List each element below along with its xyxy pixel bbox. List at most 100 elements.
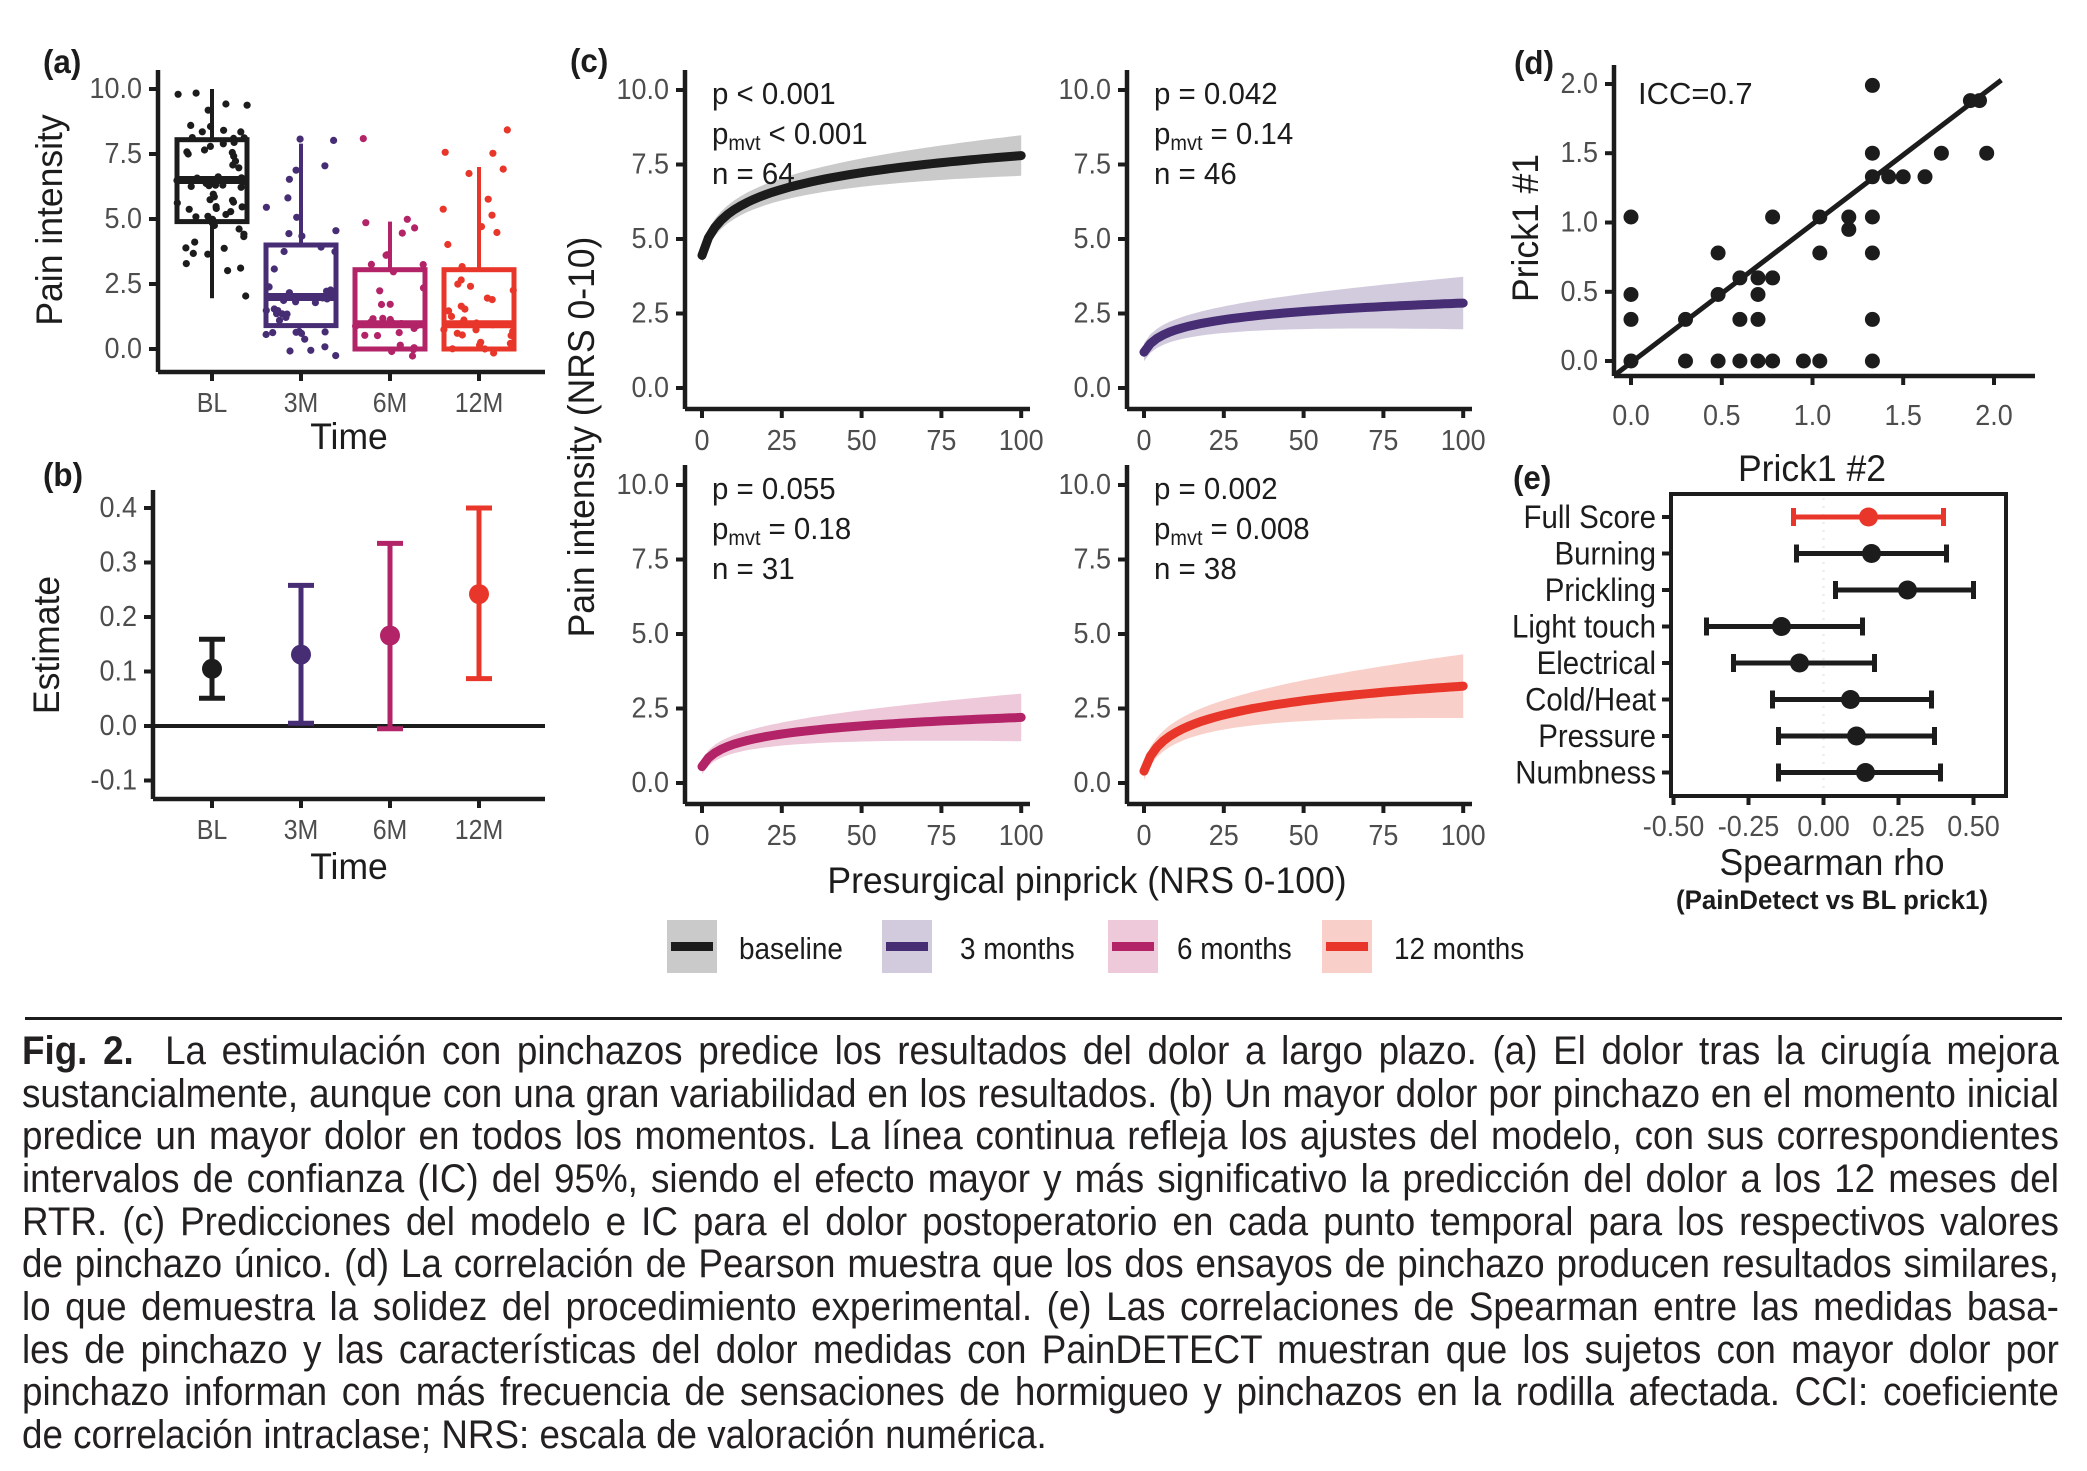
svg-text:Prickling: Prickling [1545, 572, 1656, 608]
svg-text:Pain intensity (NRS 0-10): Pain intensity (NRS 0-10) [561, 237, 602, 638]
svg-text:0: 0 [695, 820, 710, 852]
svg-text:50: 50 [1289, 820, 1319, 852]
svg-text:0.5: 0.5 [1561, 276, 1599, 308]
svg-text:100: 100 [999, 425, 1044, 457]
svg-text:0.1: 0.1 [100, 656, 138, 688]
svg-text:0.5: 0.5 [1703, 400, 1741, 432]
svg-text:= 0.18: = 0.18 [769, 511, 852, 546]
svg-text:ICC=0.7: ICC=0.7 [1638, 76, 1753, 111]
svg-text:Full Score: Full Score [1524, 499, 1657, 535]
svg-text:0.0: 0.0 [1074, 372, 1112, 404]
svg-text:6M: 6M [373, 387, 408, 418]
svg-text:BL: BL [197, 387, 228, 418]
svg-text:0.0: 0.0 [1074, 767, 1112, 799]
svg-text:7.5: 7.5 [1074, 149, 1112, 181]
svg-text:12M: 12M [455, 814, 504, 845]
svg-text:p = 0.042: p = 0.042 [1154, 76, 1278, 111]
svg-text:p = 0.002: p = 0.002 [1154, 471, 1278, 506]
svg-text:7.5: 7.5 [632, 544, 670, 576]
svg-text:3M: 3M [284, 814, 319, 845]
svg-text:Pain intensity: Pain intensity [29, 114, 70, 326]
svg-text:n = 46: n = 46 [1154, 156, 1237, 191]
svg-text:25: 25 [767, 820, 797, 852]
svg-text:baseline: baseline [739, 931, 843, 966]
svg-text:Light touch: Light touch [1512, 609, 1656, 645]
svg-text:0.0: 0.0 [1612, 400, 1650, 432]
svg-text:0: 0 [1137, 425, 1152, 457]
svg-text:Presurgical pinprick (NRS 0-10: Presurgical pinprick (NRS 0-100) [827, 860, 1346, 901]
svg-text:mvt: mvt [1170, 527, 1202, 550]
svg-text:50: 50 [847, 820, 877, 852]
svg-text:BL: BL [197, 814, 228, 845]
svg-text:1.5: 1.5 [1561, 137, 1599, 169]
svg-text:7.5: 7.5 [1074, 544, 1112, 576]
svg-text:2.5: 2.5 [632, 298, 670, 330]
svg-text:0.4: 0.4 [100, 492, 138, 524]
svg-text:p: p [712, 511, 728, 546]
svg-text:(c): (c) [570, 42, 608, 79]
svg-text:0.0: 0.0 [632, 372, 670, 404]
svg-text:0: 0 [695, 425, 710, 457]
svg-text:0.0: 0.0 [632, 767, 670, 799]
svg-text:n = 31: n = 31 [712, 551, 795, 586]
svg-text:Burning: Burning [1555, 536, 1657, 572]
svg-text:-0.1: -0.1 [91, 765, 138, 797]
svg-text:2.5: 2.5 [1074, 693, 1112, 725]
svg-text:Time: Time [310, 846, 388, 887]
svg-text:p: p [1154, 116, 1170, 151]
svg-text:p < 0.001: p < 0.001 [712, 76, 836, 111]
svg-text:(e): (e) [1513, 459, 1551, 496]
svg-text:100: 100 [1441, 425, 1486, 457]
svg-text:(a): (a) [43, 43, 81, 80]
svg-text:7.5: 7.5 [105, 138, 143, 170]
svg-text:Prick1 #1: Prick1 #1 [1505, 154, 1546, 302]
svg-text:p: p [712, 116, 728, 151]
svg-text:Numbness: Numbness [1515, 755, 1656, 791]
svg-text:-0.25: -0.25 [1718, 811, 1780, 843]
svg-text:0.25: 0.25 [1872, 811, 1925, 843]
svg-text:2.0: 2.0 [1561, 68, 1599, 100]
svg-text:n = 38: n = 38 [1154, 551, 1237, 586]
svg-text:10.0: 10.0 [90, 73, 143, 105]
svg-text:(d): (d) [1514, 44, 1554, 81]
svg-text:1.0: 1.0 [1561, 207, 1599, 239]
svg-text:mvt: mvt [728, 132, 760, 155]
svg-text:5.0: 5.0 [1074, 618, 1112, 650]
svg-text:Electrical: Electrical [1537, 645, 1656, 681]
svg-text:0.0: 0.0 [100, 710, 138, 742]
svg-text:3 months: 3 months [960, 931, 1075, 966]
svg-text:p = 0.055: p = 0.055 [712, 471, 836, 506]
svg-text:0.2: 0.2 [100, 601, 138, 633]
svg-text:75: 75 [1368, 425, 1398, 457]
svg-text:10.0: 10.0 [617, 74, 670, 106]
svg-text:50: 50 [847, 425, 877, 457]
svg-text:2.5: 2.5 [632, 693, 670, 725]
svg-text:mvt: mvt [1170, 132, 1202, 155]
svg-text:100: 100 [1441, 820, 1486, 852]
svg-text:< 0.001: < 0.001 [769, 116, 868, 151]
svg-text:0.0: 0.0 [1561, 345, 1599, 377]
svg-text:2.5: 2.5 [1074, 298, 1112, 330]
svg-text:Spearman rho: Spearman rho [1719, 842, 1944, 883]
svg-text:1.5: 1.5 [1884, 400, 1922, 432]
svg-text:75: 75 [926, 425, 956, 457]
svg-text:75: 75 [1368, 820, 1398, 852]
svg-text:p: p [1154, 511, 1170, 546]
svg-text:(b): (b) [43, 456, 83, 493]
svg-text:75: 75 [926, 820, 956, 852]
svg-text:3M: 3M [284, 387, 319, 418]
svg-text:2.0: 2.0 [1975, 400, 2013, 432]
svg-text:25: 25 [1209, 425, 1239, 457]
svg-text:(PainDetect vs BL prick1): (PainDetect vs BL prick1) [1676, 885, 1988, 915]
svg-text:5.0: 5.0 [632, 618, 670, 650]
svg-text:0.00: 0.00 [1797, 811, 1850, 843]
svg-text:Time: Time [310, 416, 388, 457]
svg-text:Cold/Heat: Cold/Heat [1525, 682, 1656, 718]
svg-text:12M: 12M [455, 387, 504, 418]
svg-text:0: 0 [1137, 820, 1152, 852]
svg-text:= 0.14: = 0.14 [1211, 116, 1294, 151]
svg-text:10.0: 10.0 [1059, 469, 1112, 501]
svg-text:Prick1 #2: Prick1 #2 [1738, 448, 1886, 489]
svg-text:25: 25 [1209, 820, 1239, 852]
svg-text:Pressure: Pressure [1538, 718, 1656, 754]
